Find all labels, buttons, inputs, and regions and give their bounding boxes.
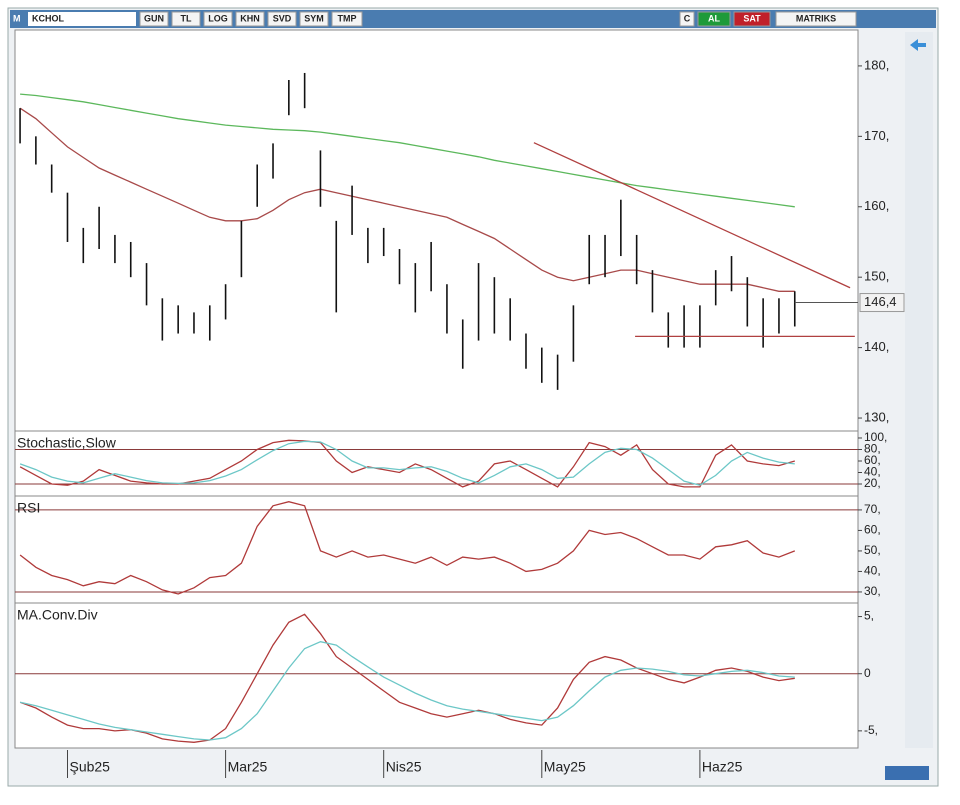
toolbar-button[interactable] (299, 11, 329, 27)
symbol: KCHOL (32, 13, 64, 23)
panel-title: RSI (17, 500, 40, 516)
toolbar-button-label: SVD (273, 13, 292, 23)
y-tick-label: 180, (864, 57, 889, 72)
toolbar-button[interactable] (679, 11, 695, 27)
series-line (19, 440, 795, 486)
toolbar-button[interactable] (697, 11, 731, 27)
y-tick-label: 5, (864, 609, 874, 623)
y-tick-label: 80, (864, 442, 881, 456)
y-tick-label: 40, (864, 465, 881, 479)
toolbar-button[interactable] (775, 11, 857, 27)
y-tick-label: 60, (864, 523, 881, 537)
panel-title: MA.Conv.Div (17, 607, 98, 623)
series-line (19, 107, 795, 292)
y-tick-label: 100, (864, 430, 887, 444)
toolbar-button-label: SAT (743, 13, 761, 23)
toolbar-button[interactable] (733, 11, 771, 27)
series-line (19, 501, 796, 595)
trendline (533, 142, 851, 289)
toolbar-button-label: SYM (304, 13, 324, 23)
x-tick-label: Şub25 (69, 759, 110, 775)
toolbar-button-label: C (684, 13, 691, 23)
toolbar-button[interactable] (331, 11, 363, 27)
panel-title: Stochastic,Slow (17, 435, 117, 451)
toolbar-button[interactable] (267, 11, 297, 27)
x-tick-label: May25 (544, 759, 586, 775)
x-tick-label: Nis25 (386, 759, 422, 775)
series-line (19, 613, 795, 743)
symbol-box[interactable] (28, 12, 136, 26)
toolbar-button-label: LOG (208, 13, 228, 23)
y-tick-label: 30, (864, 584, 881, 598)
side-panel (905, 32, 933, 748)
y-tick-label: 0 (864, 666, 871, 680)
last-price-box (859, 293, 905, 313)
y-tick-label: 140, (864, 339, 889, 354)
toolbar-button-label: TMP (338, 13, 357, 23)
y-tick-label: -5, (864, 723, 878, 737)
y-tick-label: 50, (864, 543, 881, 557)
y-tick-label: 40, (864, 564, 881, 578)
menu[interactable]: M (13, 13, 21, 23)
toolbar-button-label: TL (181, 13, 192, 23)
back-icon[interactable] (910, 39, 926, 51)
y-tick-label: 160, (864, 198, 889, 213)
y-tick-label: 150, (864, 269, 889, 284)
y-tick-label: 130, (864, 409, 889, 424)
toolbar-button[interactable] (235, 11, 265, 27)
y-tick-label: 20, (864, 476, 881, 490)
series-line (20, 93, 795, 208)
toolbar-button-label: MATRIKS (796, 13, 836, 23)
toolbar-button-label: GUN (144, 13, 164, 23)
series-line (19, 641, 795, 741)
toolbar-button[interactable] (203, 11, 233, 27)
toolbar-button-label: AL (708, 13, 720, 23)
toolbar-button[interactable] (171, 11, 201, 27)
plot-area (14, 29, 859, 749)
y-tick-label: 70, (864, 502, 881, 516)
x-tick-label: Haz25 (702, 759, 743, 775)
last-price-label: 146,4 (864, 294, 897, 309)
toolbar-button[interactable] (139, 11, 169, 27)
y-tick-label: 170, (864, 128, 889, 143)
x-tick-label: Mar25 (228, 759, 268, 775)
nav-buttons[interactable] (885, 766, 929, 780)
toolbar-button-label: KHN (240, 13, 260, 23)
y-tick-label: 60, (864, 453, 881, 467)
